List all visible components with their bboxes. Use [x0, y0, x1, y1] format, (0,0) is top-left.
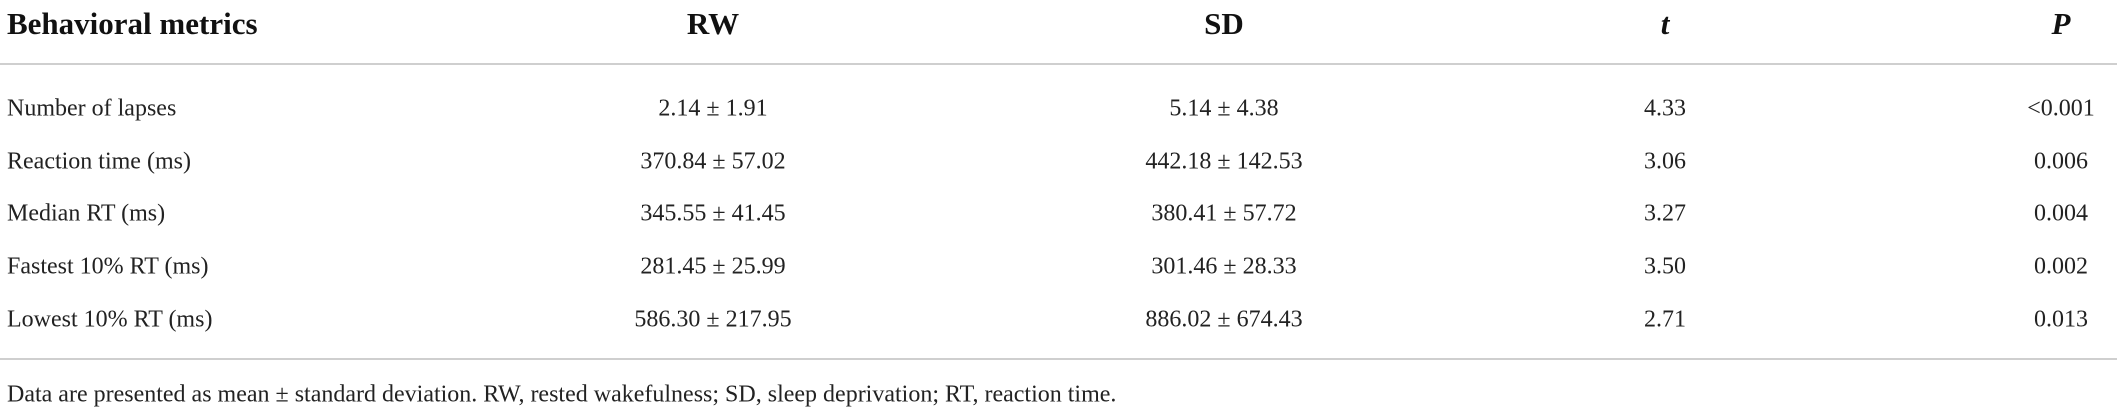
- table-cell: 3.27: [1644, 200, 1686, 227]
- table-cell: 2.14 ± 1.91: [658, 95, 768, 122]
- footnote: Data are presented as mean ± standard de…: [7, 381, 1117, 408]
- table-cell: 442.18 ± 142.53: [1145, 148, 1303, 175]
- header-cell: Behavioral metrics: [7, 6, 258, 41]
- header-cell: RW: [686, 6, 740, 41]
- table-cell: <0.001: [2027, 95, 2095, 122]
- table-cell: 0.002: [2034, 253, 2088, 280]
- table-cell: 886.02 ± 674.43: [1145, 306, 1303, 333]
- table-cell: 5.14 ± 4.38: [1169, 95, 1279, 122]
- bottom-rule: [0, 358, 2117, 360]
- table-cell: Number of lapses: [7, 95, 177, 122]
- table-cell: 380.41 ± 57.72: [1151, 200, 1297, 227]
- table-cell: Fastest 10% RT (ms): [7, 253, 209, 280]
- table-cell: 2.71: [1644, 306, 1686, 333]
- header-cell: P: [2051, 6, 2071, 41]
- header-rule: [0, 63, 2117, 65]
- table-cell: Median RT (ms): [7, 200, 166, 227]
- table-cell: 3.06: [1644, 148, 1686, 175]
- header-cell: SD: [1204, 6, 1244, 41]
- table-cell: Reaction time (ms): [7, 148, 191, 175]
- table-cell: 3.50: [1644, 253, 1686, 280]
- table-cell: 301.46 ± 28.33: [1151, 253, 1297, 280]
- table-cell: 4.33: [1644, 95, 1686, 122]
- header-cell: t: [1660, 6, 1670, 41]
- table-cell: Lowest 10% RT (ms): [7, 306, 213, 333]
- table-cell: 370.84 ± 57.02: [640, 148, 786, 175]
- table-cell: 0.013: [2034, 306, 2088, 333]
- table-cell: 0.006: [2034, 148, 2088, 175]
- table-cell: 0.004: [2034, 200, 2088, 227]
- table-cell: 586.30 ± 217.95: [634, 306, 792, 333]
- table-cell: 281.45 ± 25.99: [640, 253, 786, 280]
- table-cell: 345.55 ± 41.45: [640, 200, 786, 227]
